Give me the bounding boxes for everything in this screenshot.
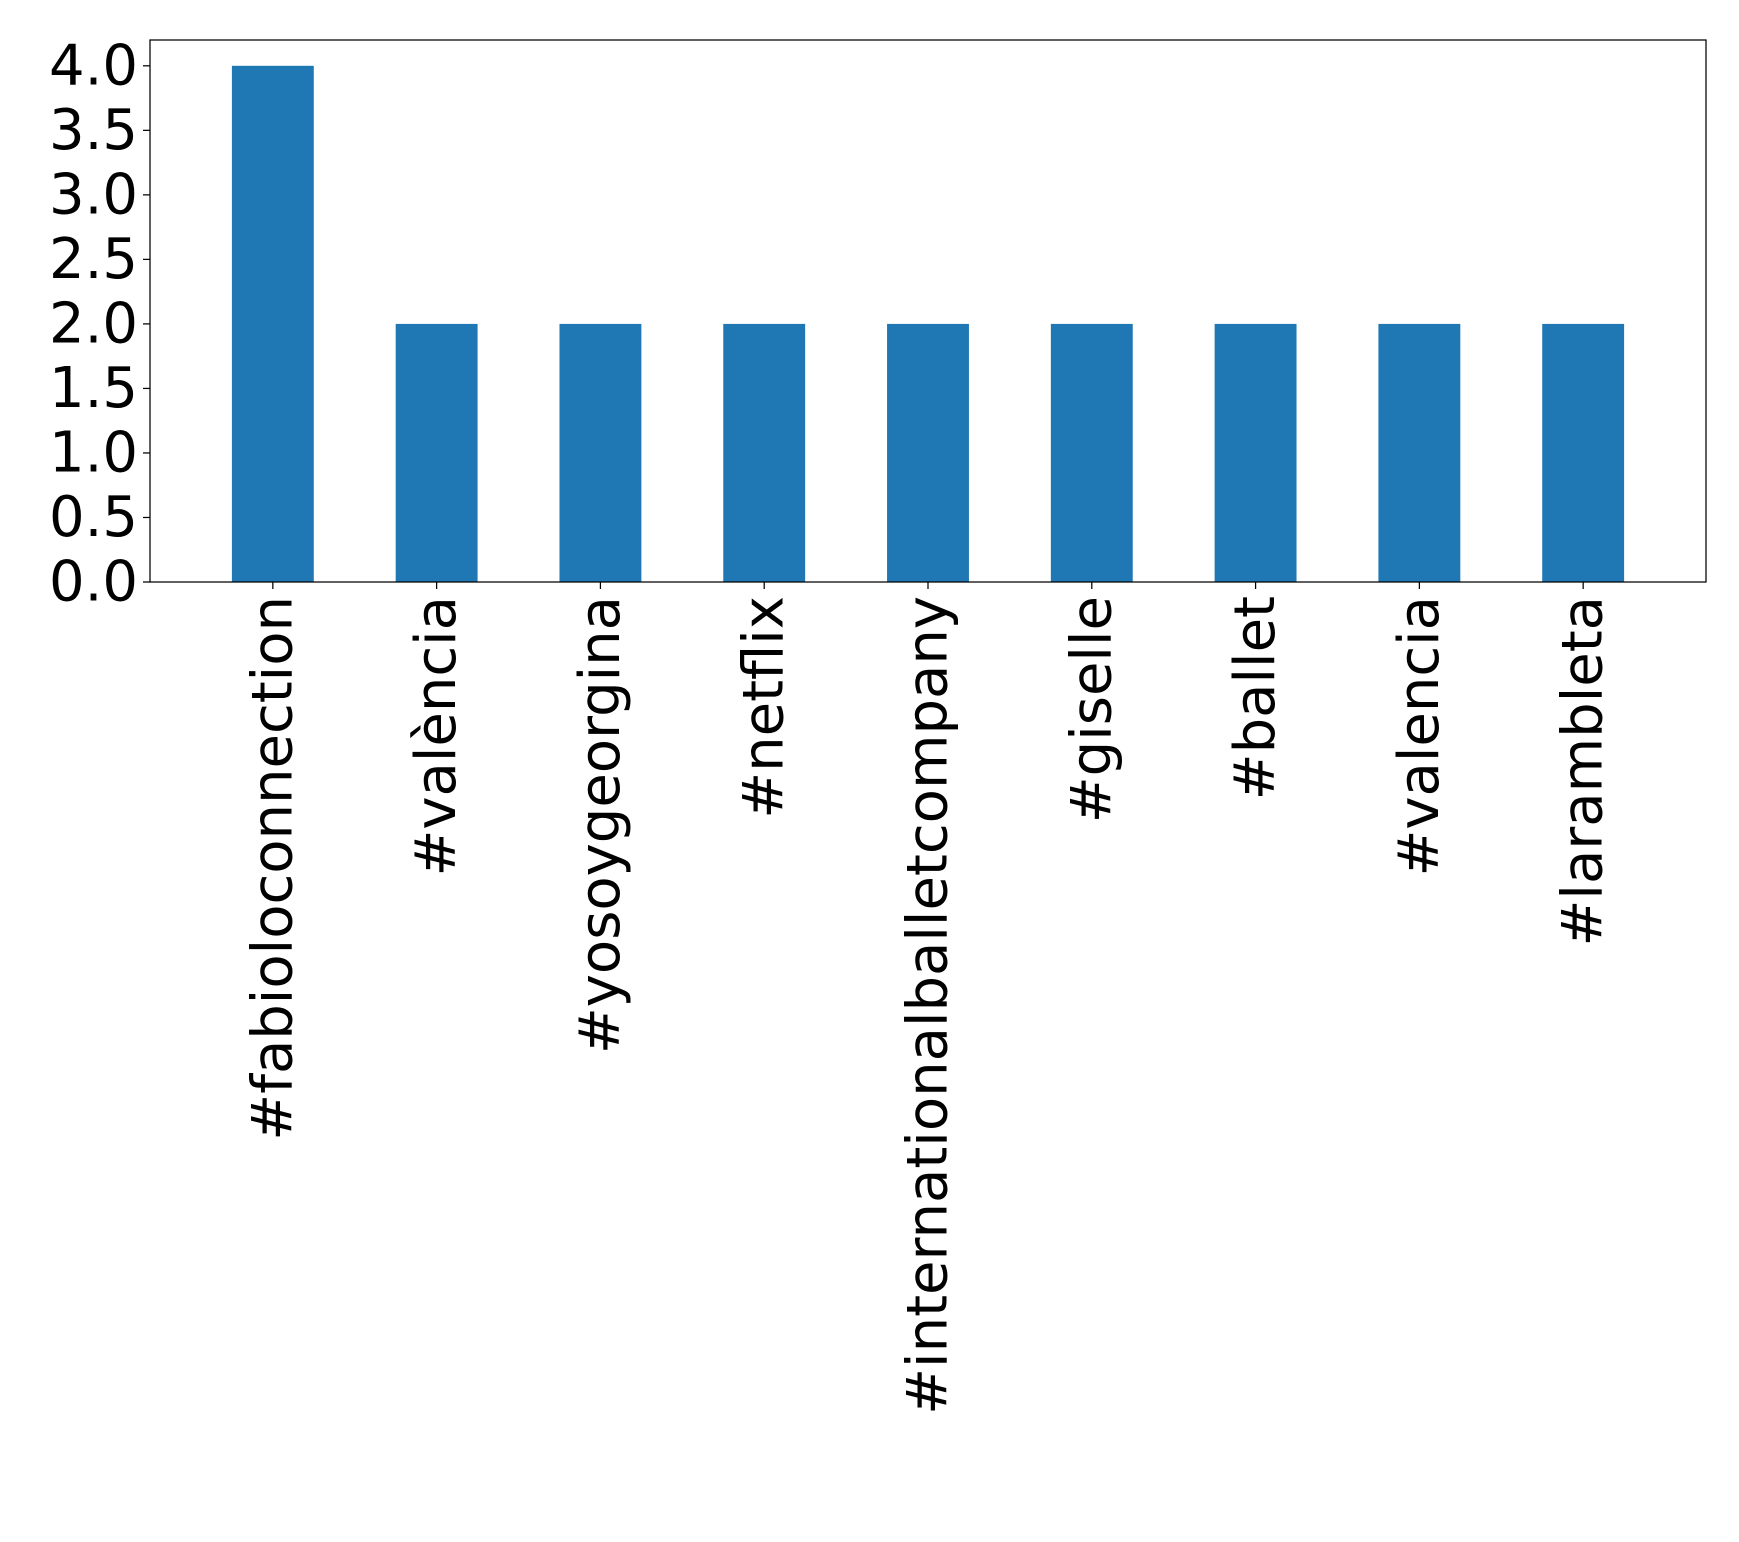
y-tick-label: 2.5: [49, 227, 138, 292]
x-tick-label: #yosoygeorgina: [568, 596, 633, 1054]
x-axis: #fabioloconnection #valència #yosoygeorgin…: [240, 582, 1616, 1415]
y-tick-label: 1.5: [49, 356, 138, 421]
x-tick-label: #fabioloconnection: [240, 596, 305, 1141]
x-tick-label: #internationalballetcompany: [896, 596, 961, 1415]
bar: [723, 323, 806, 582]
x-tick-label: #ballet: [1223, 596, 1288, 800]
bar: [231, 65, 314, 583]
x-tick-label: #valencia: [1387, 596, 1452, 877]
y-tick-label: 3.5: [49, 98, 138, 163]
bar: [395, 323, 478, 582]
bar: [1050, 323, 1133, 582]
bar: [1214, 323, 1297, 582]
y-tick-label: 3.0: [49, 162, 138, 227]
y-tick-label: 0.0: [49, 550, 138, 615]
bar: [559, 323, 642, 582]
x-tick-label: #netflix: [732, 596, 797, 819]
x-tick-label: #valència: [404, 596, 469, 877]
y-tick-label: 0.5: [49, 485, 138, 550]
y-tick-label: 4.0: [49, 33, 138, 98]
y-axis: 0.00.51.01.52.02.53.03.54.0: [49, 33, 150, 615]
x-tick-label: #larambleta: [1551, 596, 1616, 947]
x-tick-label: #giselle: [1059, 596, 1124, 823]
bars-group: [231, 65, 1625, 583]
bar: [887, 323, 969, 582]
y-tick-label: 2.0: [49, 291, 138, 356]
y-tick-label: 1.0: [49, 420, 138, 485]
bar: [1378, 323, 1461, 582]
bar: [1542, 323, 1625, 582]
